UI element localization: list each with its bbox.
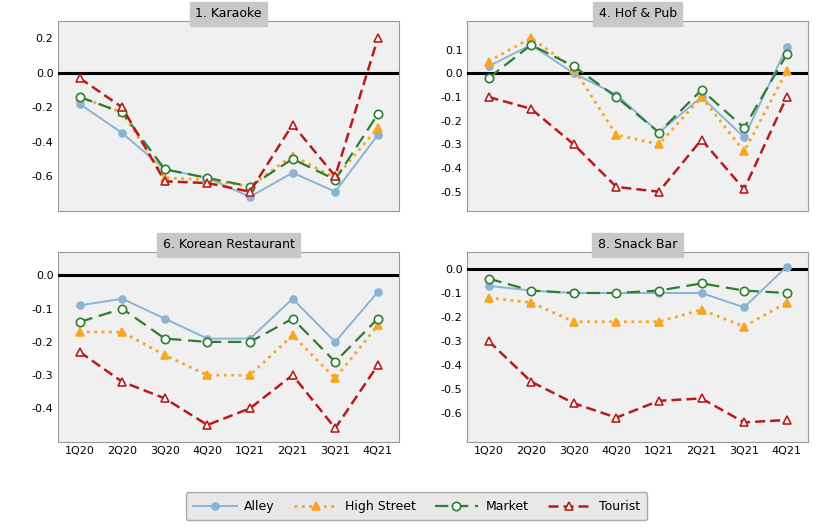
Title: 1. Karaoke: 1. Karaoke	[196, 7, 262, 20]
Title: 6. Korean Restaurant: 6. Korean Restaurant	[162, 238, 295, 251]
Legend: Alley, High Street, Market, Tourist: Alley, High Street, Market, Tourist	[186, 493, 647, 520]
Title: 8. Snack Bar: 8. Snack Bar	[598, 238, 677, 251]
Title: 4. Hof & Pub: 4. Hof & Pub	[599, 7, 676, 20]
